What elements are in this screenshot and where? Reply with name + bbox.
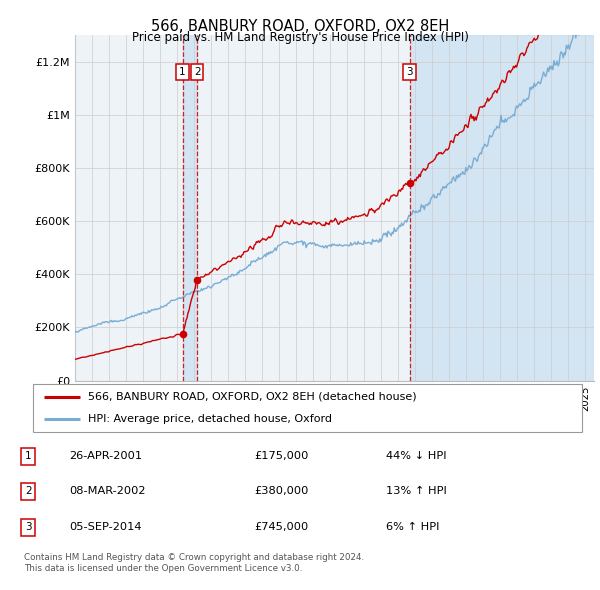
- Text: 1: 1: [25, 451, 31, 461]
- Text: 566, BANBURY ROAD, OXFORD, OX2 8EH (detached house): 566, BANBURY ROAD, OXFORD, OX2 8EH (deta…: [88, 392, 416, 402]
- Text: £745,000: £745,000: [254, 522, 308, 532]
- Text: Contains HM Land Registry data © Crown copyright and database right 2024.
This d: Contains HM Land Registry data © Crown c…: [24, 553, 364, 573]
- Text: 3: 3: [25, 522, 31, 532]
- Text: 3: 3: [406, 67, 413, 77]
- Bar: [182, 35, 197, 381]
- Text: 05-SEP-2014: 05-SEP-2014: [70, 522, 142, 532]
- Text: 44% ↓ HPI: 44% ↓ HPI: [386, 451, 447, 461]
- Text: 13% ↑ HPI: 13% ↑ HPI: [386, 486, 447, 496]
- Text: Price paid vs. HM Land Registry's House Price Index (HPI): Price paid vs. HM Land Registry's House …: [131, 31, 469, 44]
- FancyBboxPatch shape: [33, 384, 582, 432]
- Bar: [410, 35, 594, 381]
- Text: 6% ↑ HPI: 6% ↑ HPI: [386, 522, 440, 532]
- Text: 566, BANBURY ROAD, OXFORD, OX2 8EH: 566, BANBURY ROAD, OXFORD, OX2 8EH: [151, 19, 449, 34]
- Text: 2: 2: [25, 486, 31, 496]
- Text: 2: 2: [194, 67, 200, 77]
- Text: HPI: Average price, detached house, Oxford: HPI: Average price, detached house, Oxfo…: [88, 414, 332, 424]
- Text: £175,000: £175,000: [254, 451, 308, 461]
- Text: 26-APR-2001: 26-APR-2001: [70, 451, 143, 461]
- Text: 1: 1: [179, 67, 186, 77]
- Text: 08-MAR-2002: 08-MAR-2002: [70, 486, 146, 496]
- Text: £380,000: £380,000: [254, 486, 308, 496]
